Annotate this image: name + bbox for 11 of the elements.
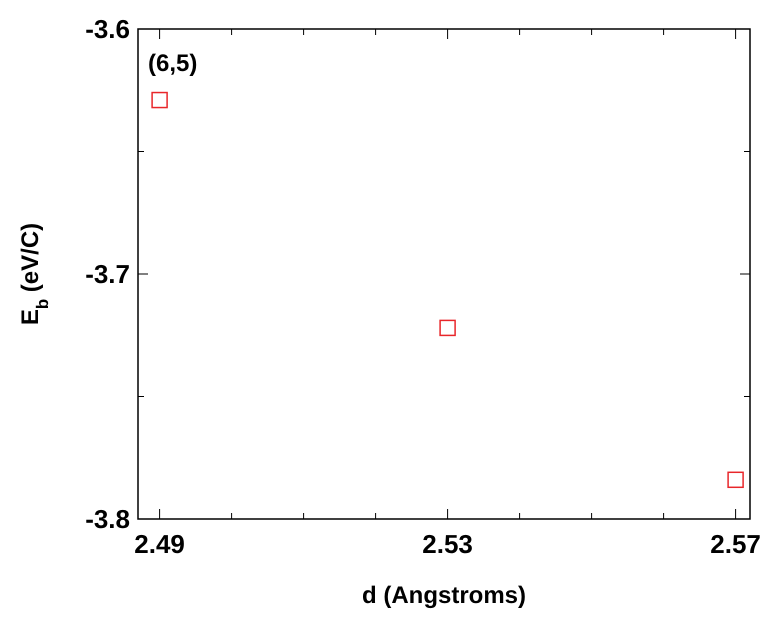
- annotation: (6,5): [148, 50, 198, 77]
- x-tick-label: 2.57: [710, 529, 761, 559]
- y-tick-label: -3.6: [85, 14, 130, 44]
- x-axis-title: d (Angstroms): [362, 582, 526, 609]
- y-tick-label: -3.7: [85, 259, 130, 289]
- x-tick-label: 2.49: [134, 529, 185, 559]
- y-tick-label: -3.8: [85, 504, 130, 534]
- x-tick-label: 2.53: [422, 529, 473, 559]
- point: [151, 92, 168, 108]
- point: [727, 472, 744, 488]
- point: [439, 320, 456, 336]
